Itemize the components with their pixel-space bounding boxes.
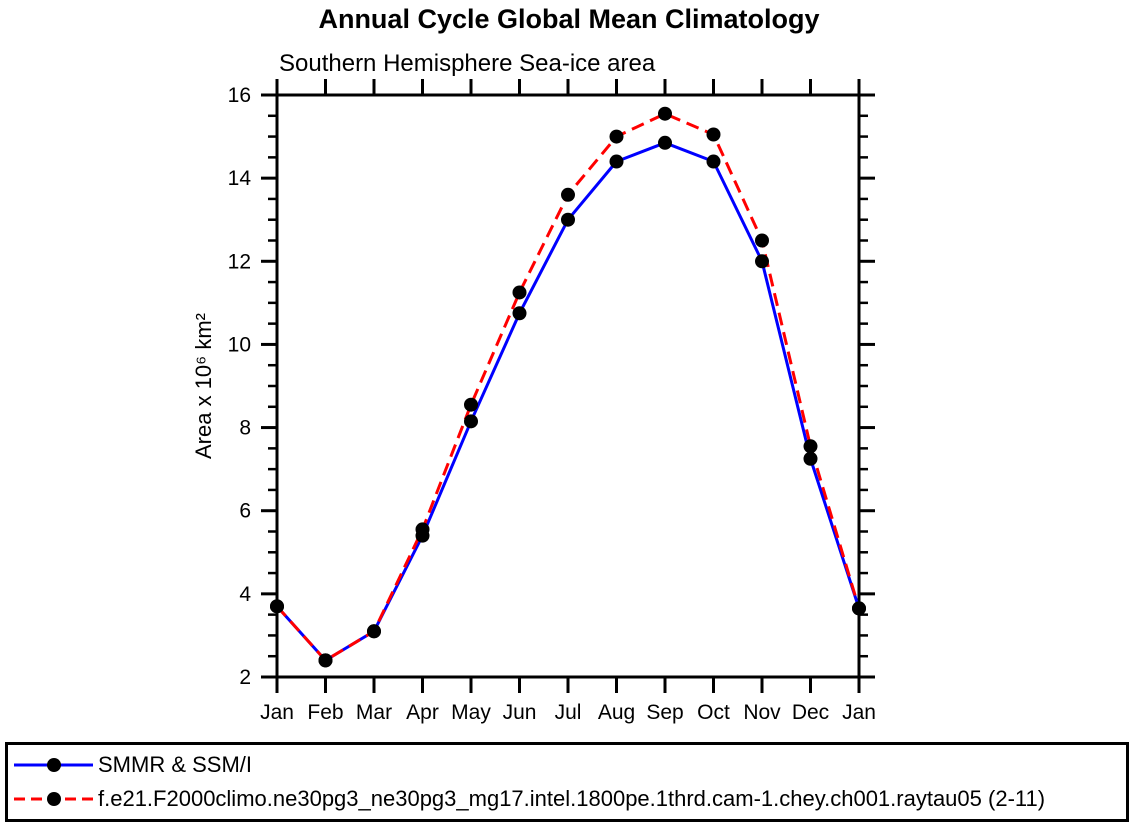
chart-title: Annual Cycle Global Mean Climatology <box>318 4 820 34</box>
y-tick-label: 4 <box>239 583 251 606</box>
data-point-dot <box>658 106 672 121</box>
y-tick-label: 2 <box>239 666 251 689</box>
y-tick-label: 10 <box>228 333 251 356</box>
legend-marker-dot <box>47 792 61 806</box>
x-tick-label: Apr <box>406 701 439 724</box>
data-point-dot <box>464 414 478 429</box>
plot-box <box>275 93 861 679</box>
legend-swatch-solid-blue <box>14 758 93 772</box>
y-tick-label: 6 <box>239 500 251 523</box>
y-tick-label: 12 <box>228 250 251 273</box>
x-tick-label: Aug <box>598 701 635 724</box>
data-point-dot <box>755 254 769 269</box>
data-point-dot <box>609 154 624 169</box>
data-point-dot <box>415 522 430 537</box>
legend: SMMR & SSM/I f.e21.F2000climo.ne30pg3_ne… <box>5 742 1129 822</box>
line-chart: Jan Feb Mar Apr May Jun Jul Aug Sep Oct Nov Dec Jan 2… <box>228 79 876 724</box>
data-point-dot <box>706 154 721 169</box>
data-point-dot <box>318 653 333 668</box>
x-tick-label: Sep <box>646 701 683 724</box>
y-tick-label: 16 <box>228 84 251 107</box>
data-point-dot <box>512 285 527 300</box>
x-tick-label: Jul <box>555 701 582 724</box>
data-point-dot <box>561 212 575 227</box>
data-point-dot <box>512 306 527 321</box>
axis-ticks <box>261 79 875 693</box>
x-tick-label: Mar <box>356 701 392 724</box>
legend-item-observations: SMMR & SSM/I <box>11 748 1126 782</box>
data-point-dot <box>561 187 575 202</box>
x-tick-label: Jun <box>503 701 537 724</box>
data-point-dot <box>658 135 672 150</box>
data-point-dot <box>852 601 866 616</box>
data-point-dot <box>464 397 478 412</box>
chart-subtitle: Southern Hemisphere Sea-ice area <box>279 50 656 77</box>
data-point-dot <box>803 451 818 466</box>
x-tick-label: May <box>451 701 491 724</box>
x-tick-label: Nov <box>743 701 781 724</box>
y-tick-label: 8 <box>239 417 251 440</box>
legend-item-model-run: f.e21.F2000climo.ne30pg3_ne30pg3_mg17.in… <box>11 782 1126 816</box>
x-tick-label: Jan <box>260 701 294 724</box>
data-point-dot <box>609 129 624 144</box>
x-tick-label: Oct <box>697 701 730 724</box>
axis-tick-labels: Jan Feb Mar Apr May Jun Jul Aug Sep Oct Nov Dec Jan 2… <box>228 84 876 724</box>
data-point-dot <box>367 624 381 639</box>
legend-label: f.e21.F2000climo.ne30pg3_ne30pg3_mg17.in… <box>98 786 1046 811</box>
y-tick-label: 14 <box>228 167 252 190</box>
legend-marker-dot <box>47 758 61 772</box>
legend-swatch-dashed-red <box>14 792 93 806</box>
data-point-dot <box>270 599 284 614</box>
x-tick-label: Dec <box>792 701 829 724</box>
series-markers <box>270 106 866 668</box>
data-point-dot <box>803 439 818 454</box>
x-tick-label: Feb <box>307 701 343 724</box>
data-point-dot <box>706 127 721 142</box>
data-point-dot <box>755 233 769 248</box>
x-tick-label: Jan <box>842 701 876 724</box>
legend-label: SMMR & SSM/I <box>98 752 253 777</box>
